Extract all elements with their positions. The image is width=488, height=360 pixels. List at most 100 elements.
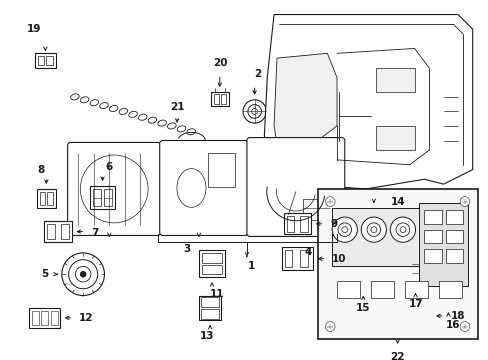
Circle shape xyxy=(366,223,380,237)
Ellipse shape xyxy=(80,155,148,223)
Ellipse shape xyxy=(80,97,89,103)
Bar xyxy=(40,192,45,206)
Bar xyxy=(214,94,218,104)
Ellipse shape xyxy=(100,103,108,109)
Text: 17: 17 xyxy=(408,299,423,309)
Text: 19: 19 xyxy=(26,24,41,34)
Circle shape xyxy=(325,322,334,332)
Ellipse shape xyxy=(177,168,205,207)
Text: 1: 1 xyxy=(247,261,255,271)
Text: 20: 20 xyxy=(213,58,227,68)
Text: 16: 16 xyxy=(445,320,460,330)
Bar xyxy=(336,281,360,298)
Text: 18: 18 xyxy=(449,311,464,321)
Bar xyxy=(32,311,39,325)
Bar xyxy=(37,189,56,208)
Bar xyxy=(61,224,68,239)
Bar xyxy=(29,308,60,328)
Circle shape xyxy=(75,266,91,282)
Ellipse shape xyxy=(138,114,147,120)
Ellipse shape xyxy=(119,108,127,114)
FancyBboxPatch shape xyxy=(246,138,344,237)
Bar xyxy=(47,192,53,206)
Bar xyxy=(46,56,53,65)
Text: 5: 5 xyxy=(41,269,48,279)
Bar xyxy=(283,213,310,234)
Bar xyxy=(201,309,218,319)
Circle shape xyxy=(459,322,469,332)
Bar xyxy=(364,222,383,231)
Bar xyxy=(281,247,312,270)
Bar xyxy=(93,189,101,206)
Bar xyxy=(199,296,220,320)
Text: 15: 15 xyxy=(355,303,370,313)
Bar xyxy=(199,250,224,277)
Bar xyxy=(353,262,372,274)
Bar xyxy=(351,260,374,291)
Text: 14: 14 xyxy=(389,197,404,207)
FancyBboxPatch shape xyxy=(67,143,161,235)
Bar xyxy=(51,311,58,325)
Ellipse shape xyxy=(70,94,79,100)
Circle shape xyxy=(331,217,357,242)
Text: 8: 8 xyxy=(38,165,45,175)
Bar xyxy=(303,199,329,220)
Bar xyxy=(201,297,218,307)
Bar xyxy=(207,153,235,187)
Circle shape xyxy=(395,223,409,237)
Circle shape xyxy=(341,227,347,233)
Circle shape xyxy=(399,227,405,233)
Bar xyxy=(47,224,55,239)
Bar xyxy=(90,186,115,209)
Bar xyxy=(41,311,48,325)
Text: 4: 4 xyxy=(304,247,311,257)
Circle shape xyxy=(68,260,98,289)
Bar xyxy=(202,265,221,274)
Text: 7: 7 xyxy=(91,228,98,238)
Text: 12: 12 xyxy=(79,313,94,323)
Bar xyxy=(404,281,427,298)
Bar xyxy=(35,53,56,68)
Circle shape xyxy=(61,253,104,296)
Bar xyxy=(317,189,477,339)
Circle shape xyxy=(243,100,266,123)
Bar xyxy=(361,206,386,234)
Bar xyxy=(424,230,441,243)
Bar xyxy=(220,94,225,104)
Bar xyxy=(445,230,462,243)
Bar xyxy=(370,281,393,298)
Circle shape xyxy=(325,197,334,206)
Bar xyxy=(38,56,44,65)
Bar xyxy=(420,308,427,324)
Circle shape xyxy=(80,271,86,277)
Text: 21: 21 xyxy=(169,102,184,112)
Polygon shape xyxy=(273,53,336,143)
Bar xyxy=(300,250,307,267)
Ellipse shape xyxy=(177,126,185,132)
Bar xyxy=(104,189,112,206)
Bar xyxy=(404,308,412,324)
Circle shape xyxy=(370,227,376,233)
Text: 9: 9 xyxy=(329,219,337,229)
Bar xyxy=(401,305,430,327)
Ellipse shape xyxy=(128,111,137,117)
Bar xyxy=(438,289,446,304)
Bar xyxy=(435,286,460,307)
Bar xyxy=(445,249,462,262)
Bar xyxy=(286,216,294,231)
Ellipse shape xyxy=(167,123,176,129)
Bar xyxy=(409,254,421,288)
Circle shape xyxy=(337,223,351,237)
Bar xyxy=(449,289,457,304)
Circle shape xyxy=(459,197,469,206)
Ellipse shape xyxy=(90,100,99,106)
Bar xyxy=(331,208,462,266)
Ellipse shape xyxy=(158,120,166,126)
Bar xyxy=(424,210,441,224)
Circle shape xyxy=(251,108,257,114)
Circle shape xyxy=(361,217,386,242)
Bar xyxy=(375,68,414,92)
Bar xyxy=(211,92,228,105)
Bar xyxy=(445,210,462,224)
Text: 6: 6 xyxy=(105,162,113,172)
